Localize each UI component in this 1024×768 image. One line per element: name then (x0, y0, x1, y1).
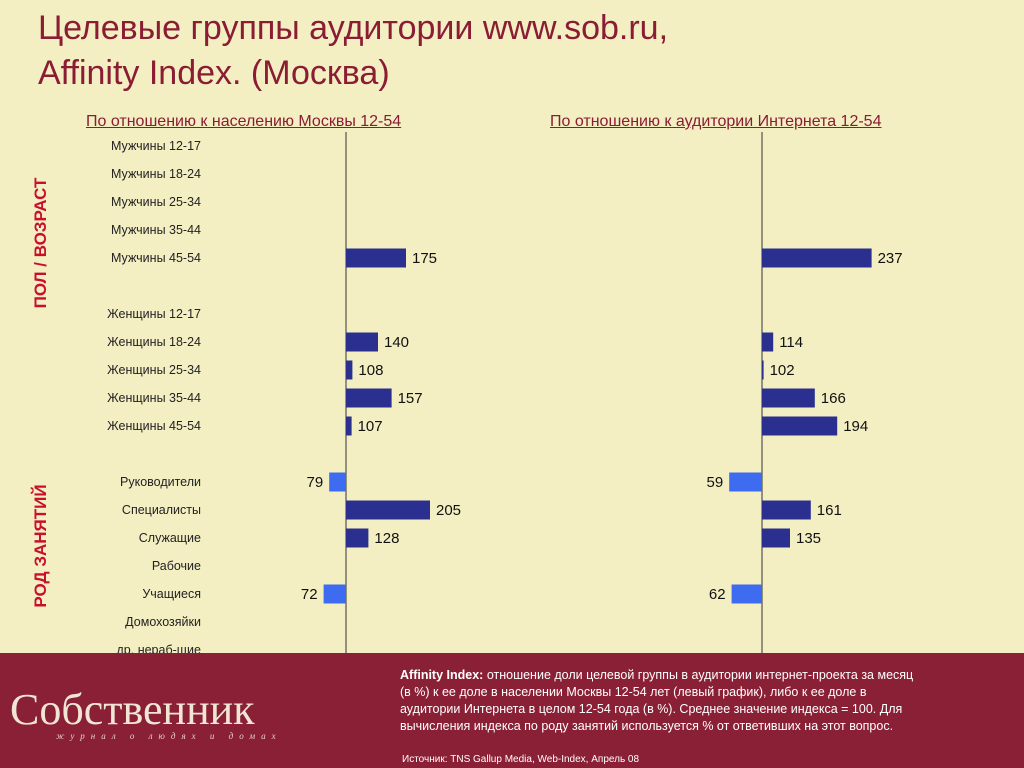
value-label: 161 (817, 502, 842, 519)
value-label: 194 (843, 418, 868, 435)
value-label: 128 (374, 530, 399, 547)
value-label: 175 (412, 250, 437, 267)
left-chart-subtitle: По отношению к населению Москвы 12-54 (86, 113, 402, 130)
category-label: Мужчины 18-24 (111, 167, 201, 181)
bar-internet (762, 360, 764, 380)
category-label: Рабочие (152, 559, 201, 573)
value-label: 108 (358, 362, 383, 379)
value-label: 102 (770, 362, 795, 379)
title-line-1: Целевые группы аудитории www.sob.ru, (38, 9, 669, 47)
definition-text: отношение доли целевой группы в аудитори… (400, 668, 914, 733)
bar-internet (762, 528, 790, 548)
bar-moscow (346, 332, 378, 352)
category-label: Мужчины 45-54 (111, 251, 201, 265)
value-label: 114 (779, 334, 803, 351)
category-label: Женщины 12-17 (107, 307, 201, 321)
bar-moscow (329, 472, 346, 492)
footer-panel: Собственник журнал о людях и домах Affin… (0, 653, 1024, 768)
affinity-chart: Мужчины 12-17 Мужчины 18-24 Мужчины 25-34 М… (107, 132, 903, 660)
bar-internet (762, 416, 838, 436)
category-label: Руководители (120, 475, 201, 489)
value-label: 157 (398, 390, 423, 407)
value-label: 166 (821, 390, 846, 407)
category-label: Женщины 25-34 (107, 363, 201, 377)
category-label: Мужчины 35-44 (111, 223, 201, 237)
bar-internet (762, 332, 774, 352)
bar-moscow (346, 248, 406, 268)
value-label: 205 (436, 502, 461, 519)
value-label: 72 (301, 586, 318, 603)
logo-tagline: журнал о людях и домах (56, 731, 282, 741)
category-label: Женщины 18-24 (107, 335, 201, 349)
category-label: Домохозяйки (125, 615, 201, 629)
title-line-2: Affinity Index. (Москва) (38, 54, 390, 92)
bar-moscow (346, 528, 369, 548)
value-label: 107 (358, 418, 383, 435)
category-label: Учащиеся (142, 587, 201, 601)
definition-term: Affinity Index: (400, 668, 484, 682)
right-chart-subtitle: По отношению к аудитории Интернета 12-54 (550, 113, 882, 130)
page-title: Целевые группы аудитории www.sob.ru, Aff… (38, 6, 938, 96)
value-label: 62 (709, 586, 726, 603)
category-label: Мужчины 25-34 (111, 195, 201, 209)
sobstvennik-logo: Собственник (10, 685, 255, 734)
category-label: Женщины 35-44 (107, 391, 201, 405)
bar-internet (731, 584, 762, 604)
bar-moscow (346, 500, 430, 520)
bar-moscow (323, 584, 346, 604)
value-label: 79 (307, 474, 324, 491)
affinity-definition: Affinity Index: отношение доли целевой г… (400, 667, 920, 735)
category-label: Мужчины 12-17 (111, 139, 201, 153)
bar-internet (762, 500, 811, 520)
bar-internet (762, 248, 872, 268)
value-label: 140 (384, 334, 409, 351)
bar-internet (762, 388, 815, 408)
bar-moscow (346, 388, 392, 408)
category-label: Специалисты (122, 503, 201, 517)
value-label: 135 (796, 530, 821, 547)
bar-moscow (346, 360, 353, 380)
source-note: Источник: TNS Gallup Media, Web-Index, А… (402, 754, 640, 765)
value-label: 237 (878, 250, 903, 267)
category-label: Женщины 45-54 (107, 419, 201, 433)
category-label: Служащие (139, 531, 201, 545)
bar-internet (729, 472, 762, 492)
value-label: 59 (707, 474, 724, 491)
bar-moscow (346, 416, 352, 436)
